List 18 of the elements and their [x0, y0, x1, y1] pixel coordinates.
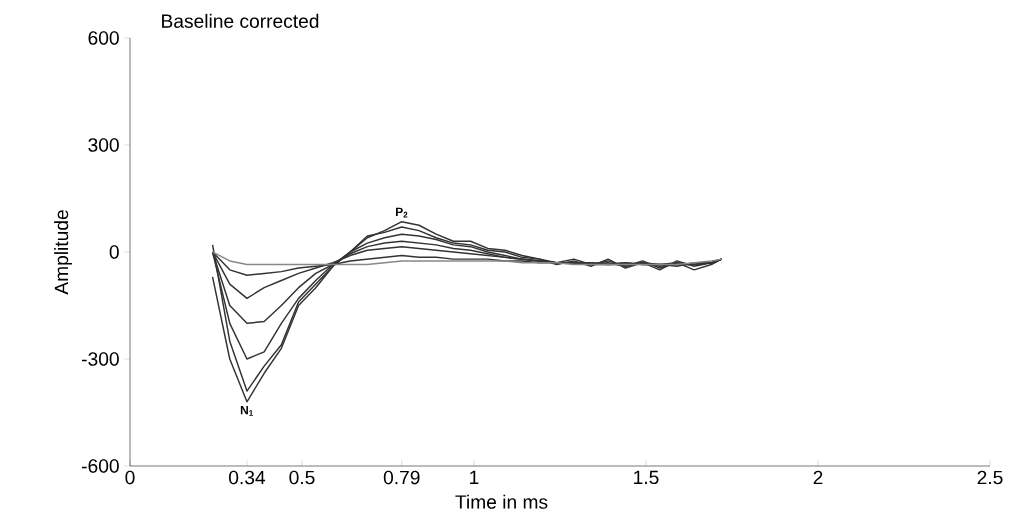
annotation: N$_{1}$: [240, 406, 253, 416]
y-tick-label: -600: [82, 459, 119, 473]
y-tick-label: -300: [82, 352, 119, 366]
x-tick-label: 0.34: [229, 470, 266, 485]
y-axis-title: Amplitude: [54, 210, 73, 295]
y-tick-label: 300: [88, 138, 119, 152]
x-axis-title: Time in ms: [455, 494, 548, 509]
y-tick-label: 600: [88, 31, 119, 45]
x-tick-label: 1.5: [634, 470, 659, 485]
annotation: P$_{2}$: [396, 207, 408, 218]
x-tick-label: 2.5: [977, 470, 1003, 485]
x-tick-label: 0.79: [383, 470, 420, 485]
chart-title: Baseline corrected: [162, 13, 319, 28]
x-tick-label: 0.5: [289, 470, 315, 485]
y-tick-label: 0: [109, 245, 119, 259]
x-tick-label: 1: [470, 470, 479, 484]
x-tick-label: 0: [125, 470, 135, 485]
x-tick-label: 2: [813, 470, 823, 485]
